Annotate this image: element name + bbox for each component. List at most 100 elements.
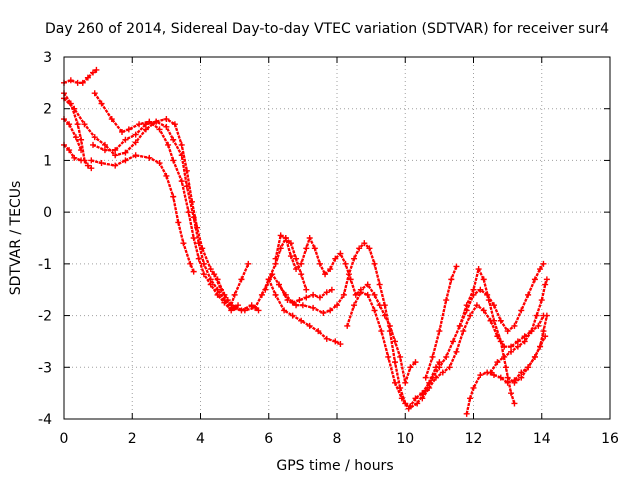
data-point-marker [351,255,358,262]
data-point-marker [351,302,358,309]
data-point-marker [112,152,119,159]
data-point-marker [170,136,177,143]
data-point-marker [477,286,484,293]
data-point-marker [281,307,288,314]
series-arc-1 [61,66,100,86]
data-point-marker [311,245,318,252]
data-point-marker [490,372,497,379]
data-point-marker [484,291,491,298]
y-tick-label: 2 [43,102,52,118]
data-point-marker [453,263,460,270]
data-point-marker [146,154,153,161]
data-point-marker [501,353,508,360]
data-point-marker [78,147,85,154]
data-point-marker [287,253,294,260]
data-point-marker [299,302,306,309]
data-point-marker [533,312,540,319]
data-point-marker [67,77,74,84]
data-point-marker [456,322,463,329]
data-point-marker [497,374,504,381]
data-point-marker [84,162,91,169]
data-point-marker [467,395,474,402]
data-point-marker [228,307,235,314]
data-point-marker [371,260,378,267]
data-point-marker [156,160,163,167]
data-point-marker [119,128,126,135]
data-point-marker [501,343,508,350]
data-point-marker [195,255,202,262]
data-point-marker [88,165,95,172]
data-point-marker [101,141,108,148]
data-point-marker [450,338,457,345]
data-point-marker [293,302,300,309]
data-point-marker [316,260,323,267]
data-point-marker [71,105,78,112]
data-point-marker [508,343,515,350]
y-tick-label: 3 [43,50,52,66]
data-point-marker [90,141,97,148]
data-point-marker [74,121,81,128]
y-tick-label: 1 [43,153,52,169]
data-point-marker [376,302,383,309]
y-tick-label: -4 [38,412,52,428]
data-point-marker [356,245,363,252]
data-point-marker [163,172,170,179]
data-point-marker [443,353,450,360]
data-point-marker [178,178,185,185]
data-point-marker [258,291,265,298]
data-point-marker [402,379,409,386]
series-arc-3 [61,116,85,154]
data-point-marker [303,294,310,301]
data-point-marker [504,328,511,335]
data-point-marker [78,136,85,143]
x-tick-label: 10 [396,431,414,447]
data-point-marker [72,134,79,141]
data-point-marker [306,235,313,241]
series-arc-5 [88,152,197,275]
data-point-marker [194,224,201,231]
series-arc-14 [344,266,518,412]
data-point-marker [412,359,419,366]
data-point-marker [98,100,105,107]
data-point-marker [540,260,547,267]
data-point-marker [397,353,404,360]
y-tick-label: -1 [38,257,52,273]
data-point-marker [214,291,221,298]
series-line [63,144,82,162]
data-point-marker [255,307,262,314]
data-point-marker [91,134,98,141]
data-point-marker [163,116,170,123]
data-point-marker [78,157,85,164]
data-point-marker [453,348,460,355]
data-point-marker [502,364,509,371]
series-arc-16 [419,302,547,402]
data-point-marker [518,374,525,381]
data-point-marker [514,338,521,345]
data-point-marker [122,157,129,164]
data-point-marker [200,260,207,267]
data-point-marker [537,266,544,273]
data-point-marker [298,271,305,278]
data-point-marker [272,255,279,262]
data-point-marker [289,312,296,319]
data-point-marker [146,118,153,125]
data-point-marker [337,250,344,257]
data-point-marker [231,304,238,311]
data-point-marker [211,271,218,278]
data-point-marker [392,359,399,366]
series-arc-12 [272,232,419,386]
data-point-marker [310,304,317,311]
data-point-marker [298,317,305,324]
data-point-marker [112,147,119,154]
series-arc-8 [91,90,242,314]
series-arc-19 [487,276,550,376]
data-point-marker [272,291,279,298]
data-point-marker [277,232,284,239]
series-arc-13 [275,240,443,410]
data-point-marker [183,167,190,174]
series-arc-15 [422,263,460,381]
chart-title: Day 260 of 2014, Sidereal Day-to-day VTE… [45,21,609,37]
data-point-marker [392,379,399,386]
